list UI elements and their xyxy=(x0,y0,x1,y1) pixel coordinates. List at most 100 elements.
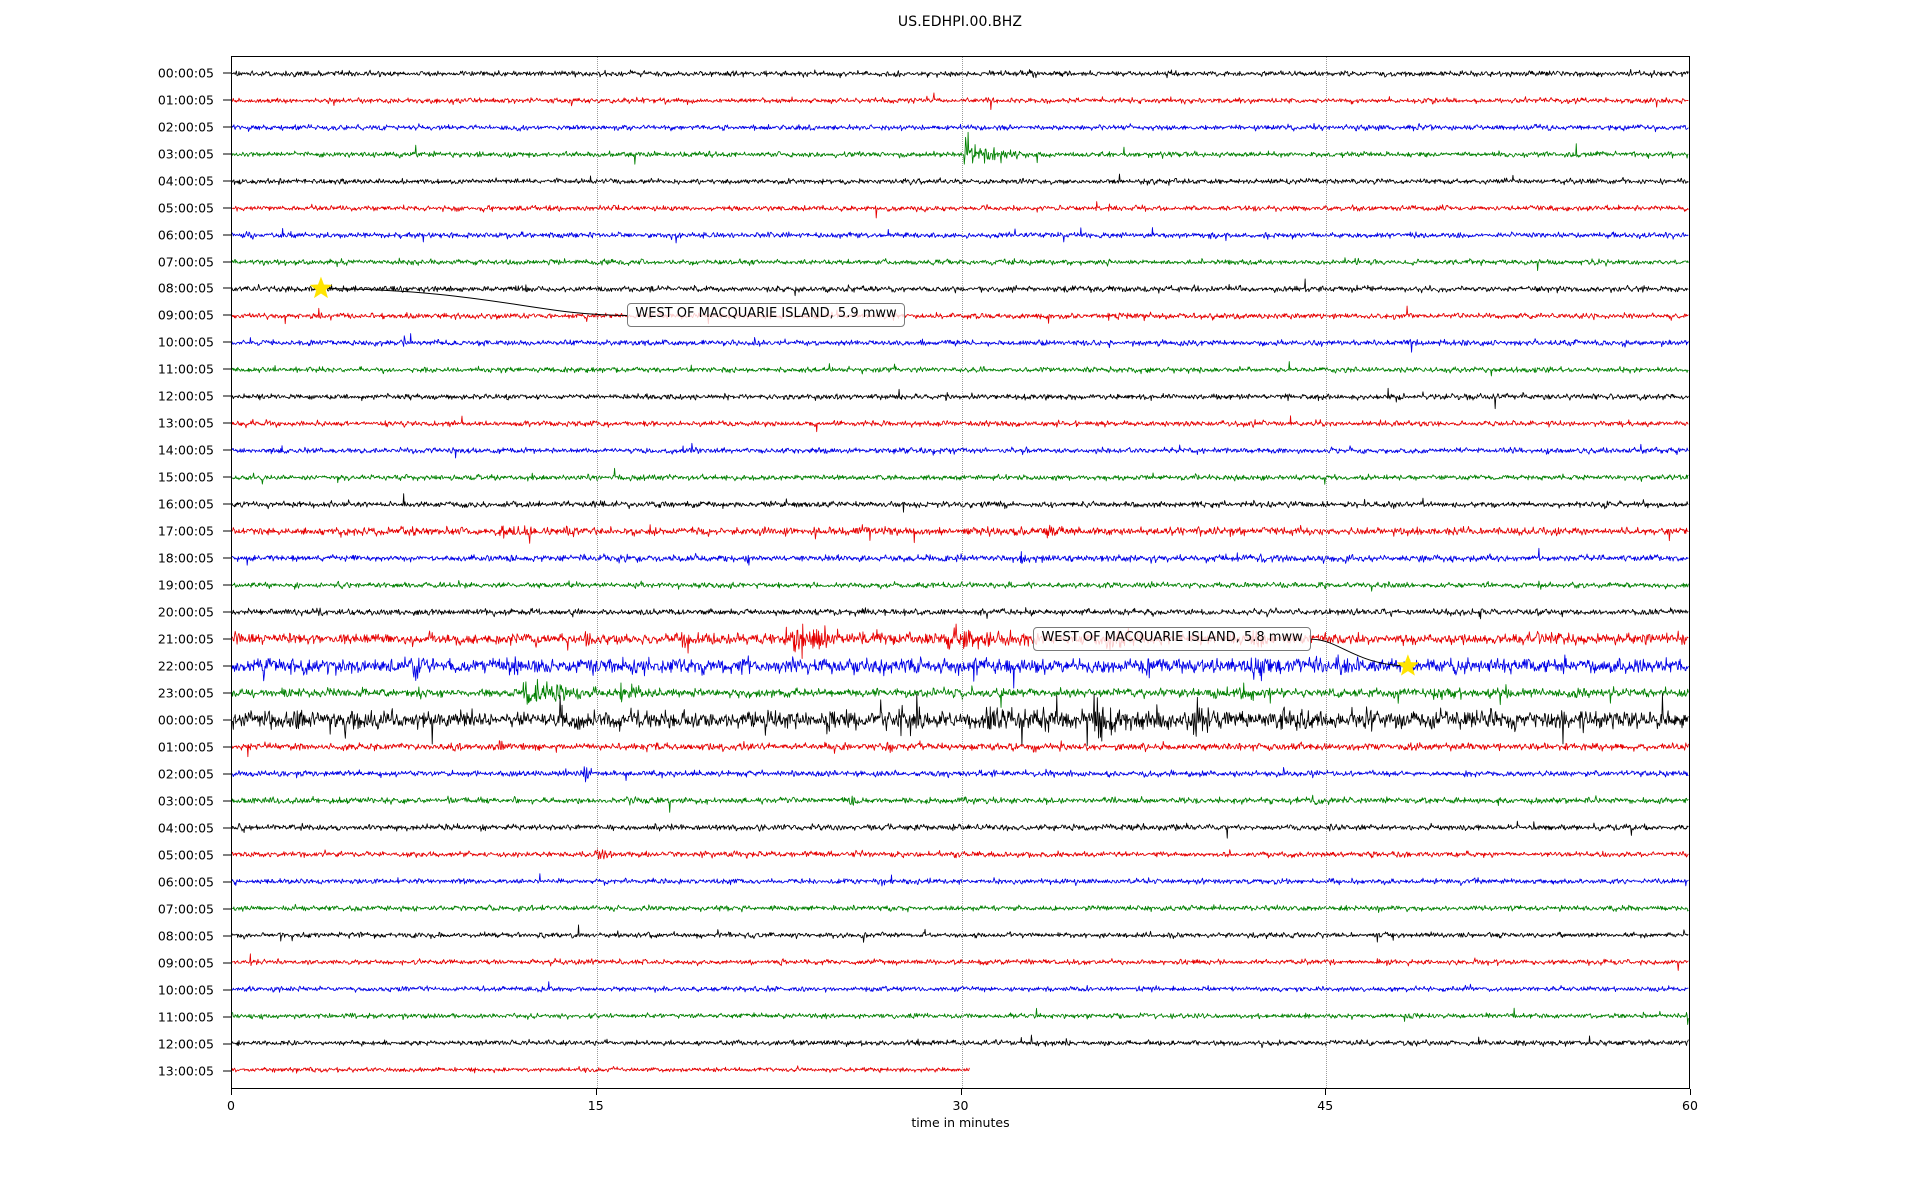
seismic-trace xyxy=(232,1065,970,1074)
seismic-trace xyxy=(232,387,1689,410)
seismic-traces xyxy=(232,68,1689,1074)
y-axis-tick-mark xyxy=(223,449,231,451)
y-axis-tick-mark xyxy=(223,638,231,640)
y-axis-tick-mark xyxy=(223,422,231,424)
y-axis-tick-label: 05:00:05 xyxy=(157,200,214,216)
y-axis-tick-label: 11:00:05 xyxy=(157,1009,214,1025)
y-axis-tick-label: 07:00:05 xyxy=(157,254,214,270)
y-axis-tick-mark xyxy=(223,719,231,721)
x-axis-tick-mark xyxy=(231,1089,232,1095)
y-axis-tick-mark xyxy=(223,1070,231,1072)
x-axis-tick-mark xyxy=(960,1089,962,1095)
x-axis-tick-label: 60 xyxy=(1682,1098,1698,1113)
y-axis-tick-label: 04:00:05 xyxy=(157,173,214,189)
seismic-trace xyxy=(232,794,1689,813)
y-axis-tick-mark xyxy=(223,207,231,209)
y-axis-tick-label: 18:00:05 xyxy=(157,550,214,566)
seismic-trace xyxy=(232,1034,1689,1049)
seismic-trace xyxy=(232,227,1689,244)
seismic-trace xyxy=(232,415,1689,433)
x-axis-labels: 0 15 30 45 60 xyxy=(227,1089,1698,1129)
y-axis-tick-label: 00:00:05 xyxy=(157,65,214,81)
y-axis-tick-label: 13:00:05 xyxy=(157,415,214,431)
seismic-trace xyxy=(232,623,1689,659)
y-axis-tick-mark xyxy=(223,827,231,829)
y-axis-tick-mark xyxy=(223,962,231,964)
seismic-trace xyxy=(232,903,1689,913)
grid-line xyxy=(1326,57,1328,1088)
y-axis-tick-mark xyxy=(223,935,231,937)
y-axis-tick-label: 12:00:05 xyxy=(157,1036,214,1052)
y-axis-tick-label: 20:00:05 xyxy=(157,604,214,620)
y-axis-tick-label: 16:00:05 xyxy=(157,496,214,512)
y-axis-labels: 00:00:05 01:00:05 02:00:05 03:00:05 04:00:05… xyxy=(0,56,231,1089)
y-axis-tick-mark xyxy=(223,611,231,613)
y-axis-tick-label: 22:00:05 xyxy=(157,658,214,674)
event-annotation-label: WEST OF MACQUARIE ISLAND, 5.9 mww xyxy=(627,303,905,328)
y-axis-tick-label: 14:00:05 xyxy=(157,442,214,458)
grid-line xyxy=(961,57,963,1088)
seismic-trace xyxy=(232,740,1689,758)
event-annotation-label: WEST OF MACQUARIE ISLAND, 5.8 mww xyxy=(1033,627,1311,652)
seismic-trace xyxy=(232,305,1689,325)
y-axis-tick-label: 08:00:05 xyxy=(157,928,214,944)
y-axis-tick-mark xyxy=(223,503,231,505)
seismic-trace xyxy=(232,173,1689,186)
seismic-trace xyxy=(232,924,1689,943)
y-axis-tick-label: 15:00:05 xyxy=(157,469,214,485)
y-axis-tick-mark xyxy=(223,368,231,370)
x-axis-tick-mark xyxy=(1690,1089,1691,1095)
y-axis-tick-mark xyxy=(223,72,231,74)
y-axis-tick-mark xyxy=(223,881,231,883)
y-axis-tick-mark xyxy=(223,476,231,478)
y-axis-tick-mark xyxy=(223,180,231,182)
grid-line xyxy=(596,57,598,1088)
seismic-trace xyxy=(232,467,1689,485)
y-axis-tick-mark xyxy=(223,773,231,775)
seismic-trace xyxy=(232,92,1689,111)
y-axis-tick-mark xyxy=(223,908,231,910)
y-axis-tick-mark xyxy=(223,126,231,128)
seismic-trace xyxy=(232,257,1689,272)
y-axis-tick-label: 21:00:05 xyxy=(157,631,214,647)
y-axis-tick-label: 05:00:05 xyxy=(157,847,214,863)
x-axis-title: time in minutes xyxy=(911,1115,1010,1130)
seismic-trace xyxy=(232,68,1689,79)
seismic-trace xyxy=(232,442,1689,459)
y-axis-tick-label: 10:00:05 xyxy=(157,334,214,350)
y-axis-tick-mark xyxy=(223,800,231,802)
plot-area xyxy=(231,56,1690,1089)
y-axis-tick-label: 09:00:05 xyxy=(157,307,214,323)
seismic-trace xyxy=(232,981,1689,993)
y-axis-tick-label: 23:00:05 xyxy=(157,685,214,701)
y-axis-tick-label: 01:00:05 xyxy=(157,92,214,108)
seismic-trace xyxy=(232,524,1689,544)
y-axis-tick-mark xyxy=(223,287,231,289)
seismic-trace xyxy=(232,1007,1689,1025)
y-axis-tick-mark xyxy=(223,234,231,236)
x-axis-tick-label: 30 xyxy=(952,1098,969,1113)
y-axis-tick-mark xyxy=(223,153,231,155)
y-axis-tick-label: 17:00:05 xyxy=(157,523,214,539)
seismic-trace xyxy=(232,547,1689,566)
seismic-trace xyxy=(232,766,1689,783)
seismic-trace xyxy=(232,361,1689,377)
x-axis-tick-label: 15 xyxy=(587,1098,604,1113)
y-axis-tick-label: 04:00:05 xyxy=(157,820,214,836)
y-axis-tick-mark xyxy=(223,395,231,397)
seismic-trace xyxy=(232,654,1689,689)
x-axis-tick-mark xyxy=(595,1089,597,1095)
x-axis-tick-label: 0 xyxy=(227,1098,235,1113)
seismic-trace xyxy=(232,820,1689,839)
y-axis-tick-label: 00:00:05 xyxy=(157,712,214,728)
y-axis-tick-label: 07:00:05 xyxy=(157,901,214,917)
y-axis-tick-label: 01:00:05 xyxy=(157,739,214,755)
seismic-trace xyxy=(232,580,1689,592)
seismic-trace xyxy=(232,123,1689,133)
y-axis-tick-label: 06:00:05 xyxy=(157,227,214,243)
y-axis-tick-mark xyxy=(223,692,231,694)
y-axis-tick-label: 19:00:05 xyxy=(157,577,214,593)
y-axis-tick-mark xyxy=(223,557,231,559)
y-axis-tick-mark xyxy=(223,665,231,667)
